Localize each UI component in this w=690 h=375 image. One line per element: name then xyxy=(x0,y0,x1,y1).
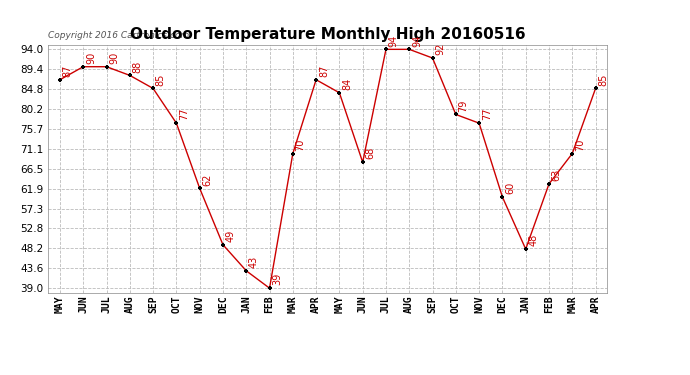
Point xyxy=(171,120,182,126)
Text: 70: 70 xyxy=(575,138,585,151)
Text: 90: 90 xyxy=(86,52,96,64)
Point xyxy=(241,268,252,274)
Text: 88: 88 xyxy=(132,60,143,73)
Text: 43: 43 xyxy=(249,256,259,268)
Point xyxy=(380,46,391,53)
Title: Outdoor Temperature Monthly High 20160516: Outdoor Temperature Monthly High 2016051… xyxy=(130,27,526,42)
Point xyxy=(427,55,438,61)
Point xyxy=(217,242,228,248)
Text: 77: 77 xyxy=(482,108,492,120)
Point xyxy=(148,86,159,92)
Point xyxy=(124,72,135,78)
Text: 48: 48 xyxy=(529,234,538,246)
Text: 68: 68 xyxy=(366,147,375,159)
Text: 49: 49 xyxy=(226,230,236,242)
Point xyxy=(101,64,112,70)
Text: 84: 84 xyxy=(342,78,352,90)
Text: 87: 87 xyxy=(63,64,72,77)
Point xyxy=(473,120,484,126)
Point xyxy=(544,181,555,187)
Text: 85: 85 xyxy=(156,73,166,86)
Text: 70: 70 xyxy=(295,138,306,151)
Text: 60: 60 xyxy=(505,182,515,194)
Point xyxy=(404,46,415,53)
Point xyxy=(590,86,601,92)
Point xyxy=(497,194,508,200)
Point xyxy=(520,246,531,252)
Text: 90: 90 xyxy=(109,52,119,64)
Text: 39: 39 xyxy=(273,273,282,285)
Text: 94: 94 xyxy=(388,34,399,46)
Point xyxy=(310,77,322,83)
Text: 94: 94 xyxy=(412,34,422,46)
Text: 79: 79 xyxy=(459,99,469,112)
Text: 87: 87 xyxy=(319,64,329,77)
Text: 85: 85 xyxy=(598,73,609,86)
Text: 92: 92 xyxy=(435,43,445,55)
Point xyxy=(334,90,345,96)
Point xyxy=(287,150,298,156)
Point xyxy=(264,285,275,291)
Point xyxy=(194,185,205,191)
Text: 77: 77 xyxy=(179,108,189,120)
Point xyxy=(55,77,66,83)
Point xyxy=(451,111,462,117)
Point xyxy=(78,64,89,70)
Text: 62: 62 xyxy=(202,173,213,186)
Text: Copyright 2016 Cartronics.com: Copyright 2016 Cartronics.com xyxy=(48,31,190,40)
Point xyxy=(566,150,578,156)
Text: 63: 63 xyxy=(552,169,562,181)
Point xyxy=(357,159,368,165)
